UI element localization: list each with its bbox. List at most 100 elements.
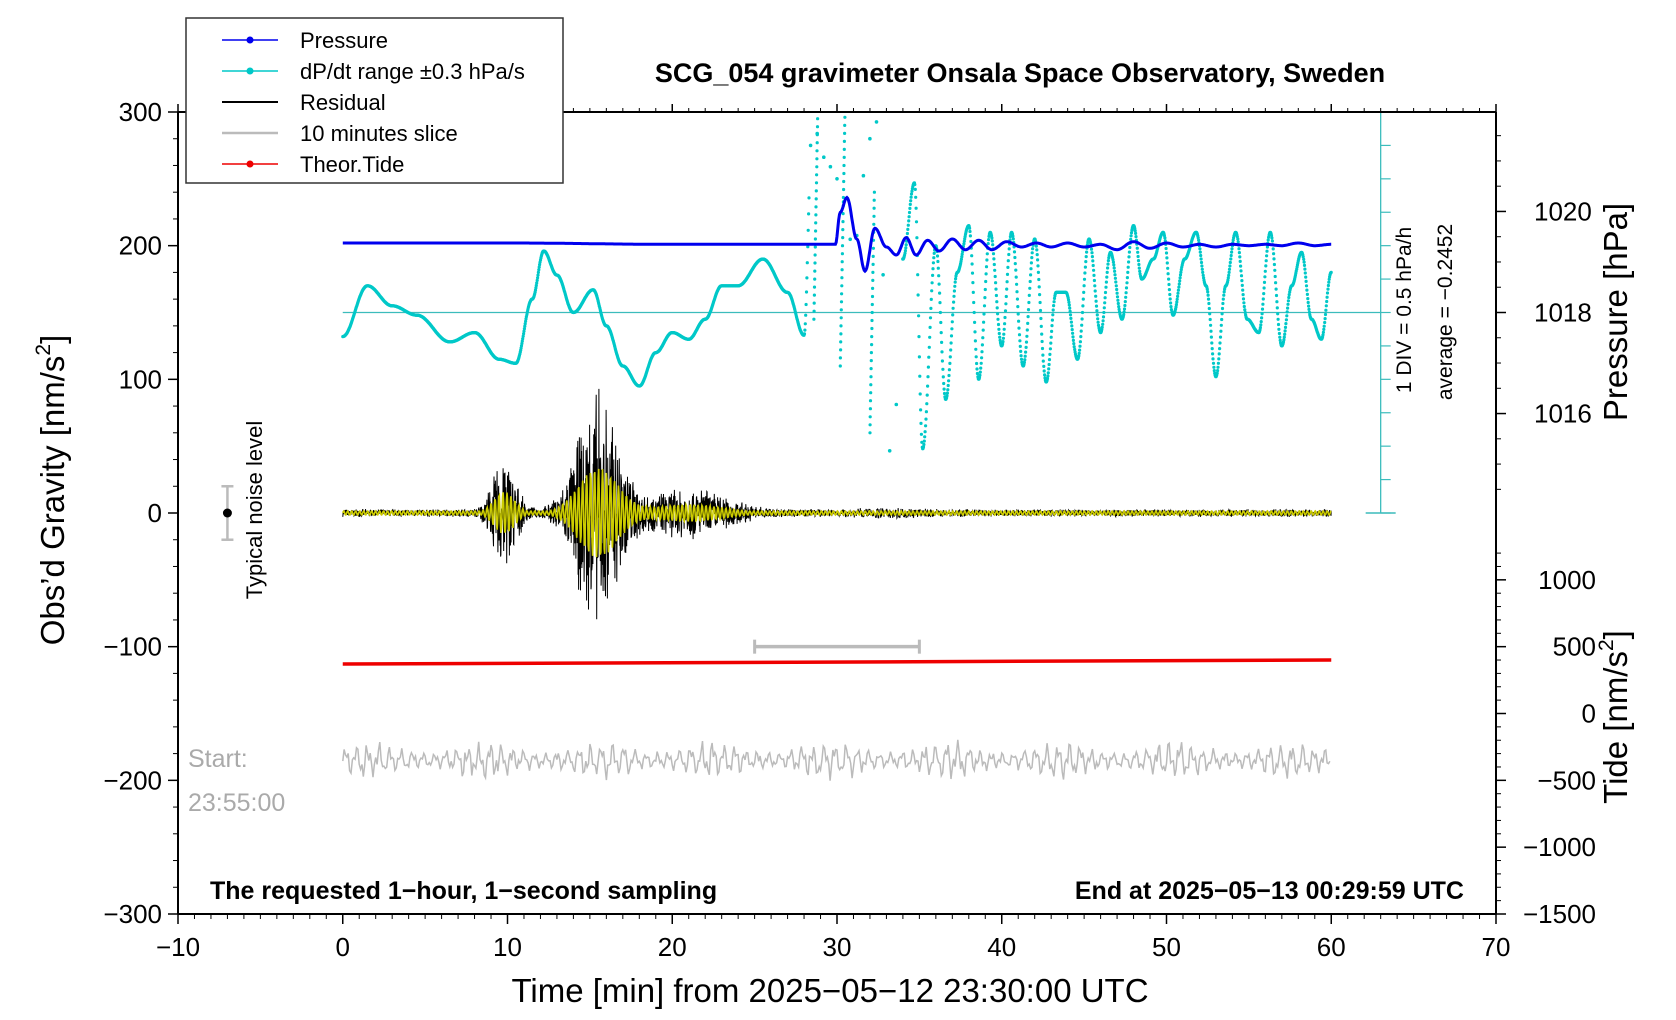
legend-label-residual: Residual [300,90,386,115]
dpdt-point [1168,292,1172,297]
dpdt-point [991,252,996,256]
dpdt-point [1128,245,1132,250]
dpdt-point [814,189,818,193]
dpdt-point [980,343,985,347]
dpdt-point [1122,313,1126,317]
dpdt-point [945,394,949,398]
dpdt-point [1002,327,1006,331]
dpdt-point [1205,287,1209,291]
dpdt-point [918,374,922,378]
dpdt-point [996,322,1001,327]
dpdt-point [992,257,996,261]
legend-marker-dpdt [246,67,254,75]
dpdt-point [842,147,846,151]
dpdt-point [523,324,527,328]
dpdt-point [1216,361,1220,365]
dpdt-point [1265,254,1269,258]
dpdt-point [1038,293,1042,297]
dpdt-point [868,415,872,419]
dpdt-point [1115,287,1119,292]
dpdt-point [981,336,985,340]
dpdt-point [1026,321,1030,325]
dpdt-point [1026,308,1031,312]
dpdt-point [1090,255,1094,259]
dpdt-point [1241,297,1246,301]
dpdt-point [1137,266,1141,270]
dpdt-point [995,306,999,310]
dpdt-point [1070,328,1074,332]
dpdt-point [1167,277,1171,281]
tide-axis-label: Tide [nm/s2] [1595,630,1634,804]
dpdt-point [913,182,917,187]
dpdt-point [1045,377,1050,381]
dpdt-point [922,442,926,447]
dpdt-point [1304,284,1309,288]
dpdt-point [535,281,539,285]
dpdt-point [917,335,921,339]
dpdt-point [997,331,1001,336]
dpdt-point [840,284,844,288]
pressure-tick-label: 1016 [1534,399,1592,429]
dpdt-point [910,189,914,193]
dpdt-point [1104,285,1108,289]
dpdt-point [1174,305,1178,309]
dpdt-point [1124,295,1128,299]
dpdt-point [1048,347,1052,351]
dpdt-point [806,228,810,232]
dpdt-point [1163,236,1167,240]
x-axis-label: Time [min] from 2025−05−12 23:30:00 UTC [511,972,1148,1009]
dpdt-point [1090,251,1094,255]
dpdt-point [828,164,833,169]
dpdt-point [1260,316,1264,320]
dpdt-point [1001,340,1005,344]
dpdt-point [1276,312,1280,316]
dpdt-point [947,368,952,372]
dpdt-point [1030,251,1034,255]
dpdt-point [949,341,953,345]
dpdt-point [536,270,541,274]
dpdt-point [1307,310,1311,314]
dpdt-point [842,187,846,192]
dpdt-point [1285,310,1289,314]
dpdt-point [1206,297,1211,301]
dpdt-point [1127,250,1131,254]
dpdt-point [535,278,539,282]
dpdt-point [968,226,972,230]
dpdt-point [917,355,922,359]
dpdt-point [1211,357,1215,361]
dpdt-point [1199,253,1203,258]
dpdt-point [908,206,912,210]
dpdt-point [1105,270,1109,274]
dpdt-point [970,254,974,258]
dpdt-point [1014,268,1018,272]
dpdt-point [978,373,982,377]
dpdt-point [1047,358,1052,362]
dpdt-point [1014,275,1018,279]
y-axis-label-end: ] [34,335,71,344]
dpdt-point [870,335,874,339]
dpdt-point [1230,247,1234,251]
dpdt-point [1041,353,1045,357]
dpdt-point [871,262,875,266]
dpdt-point [812,285,817,289]
dpdt-point [840,276,844,280]
dpdt-point [1050,329,1054,333]
dpdt-point [1176,288,1180,292]
dpdt-point [1102,310,1106,315]
dpdt-point [1078,344,1082,348]
dpdt-point [1082,290,1086,294]
dpdt-point [1112,266,1116,270]
dpdt-point [842,155,846,159]
dpdt-point [914,220,919,224]
y-tick-label: −100 [103,632,162,662]
dpdt-point [1095,309,1099,313]
dpdt-point [1219,323,1223,327]
dpdt-point [950,320,954,324]
dpdt-point [841,212,845,216]
dpdt-point [1261,297,1265,301]
dpdt-point [1052,296,1057,300]
dpdt-point [1218,341,1222,345]
dpdt-point [872,190,877,194]
dpdt-point [962,239,966,243]
dpdt-point [925,402,929,406]
